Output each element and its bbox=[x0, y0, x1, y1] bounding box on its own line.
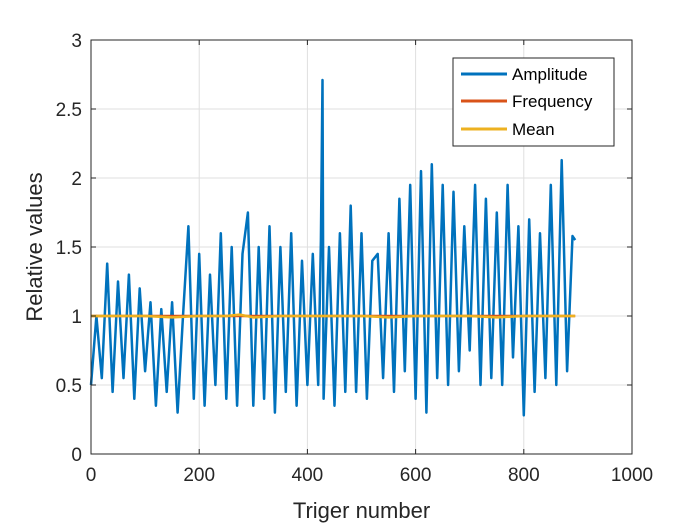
y-axis-label: Relative values bbox=[22, 172, 47, 321]
x-tick-label: 0 bbox=[86, 465, 97, 486]
x-tick-label: 600 bbox=[400, 465, 432, 486]
x-tick-label: 1000 bbox=[611, 465, 653, 486]
legend-label-amplitude: Amplitude bbox=[512, 65, 588, 84]
y-tick-label: 0.5 bbox=[56, 376, 82, 397]
legend: Amplitude Frequency Mean bbox=[452, 57, 615, 147]
x-axis-ticks: 0 200 400 600 800 1000 bbox=[86, 40, 653, 486]
series-line-amplitude bbox=[89, 78, 577, 417]
series-layer bbox=[89, 78, 577, 417]
x-tick-label: 800 bbox=[508, 465, 540, 486]
x-axis-label: Triger number bbox=[293, 498, 430, 523]
y-tick-label: 1.5 bbox=[56, 238, 82, 259]
legend-label-frequency: Frequency bbox=[512, 92, 593, 111]
series-line-mean bbox=[91, 313, 576, 319]
y-tick-label: 0 bbox=[71, 445, 82, 466]
y-axis-ticks: 0 0.5 1 1.5 2 2.5 3 bbox=[56, 31, 632, 466]
x-tick-label: 200 bbox=[183, 465, 215, 486]
y-tick-label: 2 bbox=[71, 169, 82, 190]
x-tick-label: 400 bbox=[292, 465, 324, 486]
y-tick-label: 2.5 bbox=[56, 100, 82, 121]
legend-label-mean: Mean bbox=[512, 120, 555, 139]
y-tick-label: 3 bbox=[71, 31, 82, 52]
y-tick-label: 1 bbox=[71, 307, 82, 328]
